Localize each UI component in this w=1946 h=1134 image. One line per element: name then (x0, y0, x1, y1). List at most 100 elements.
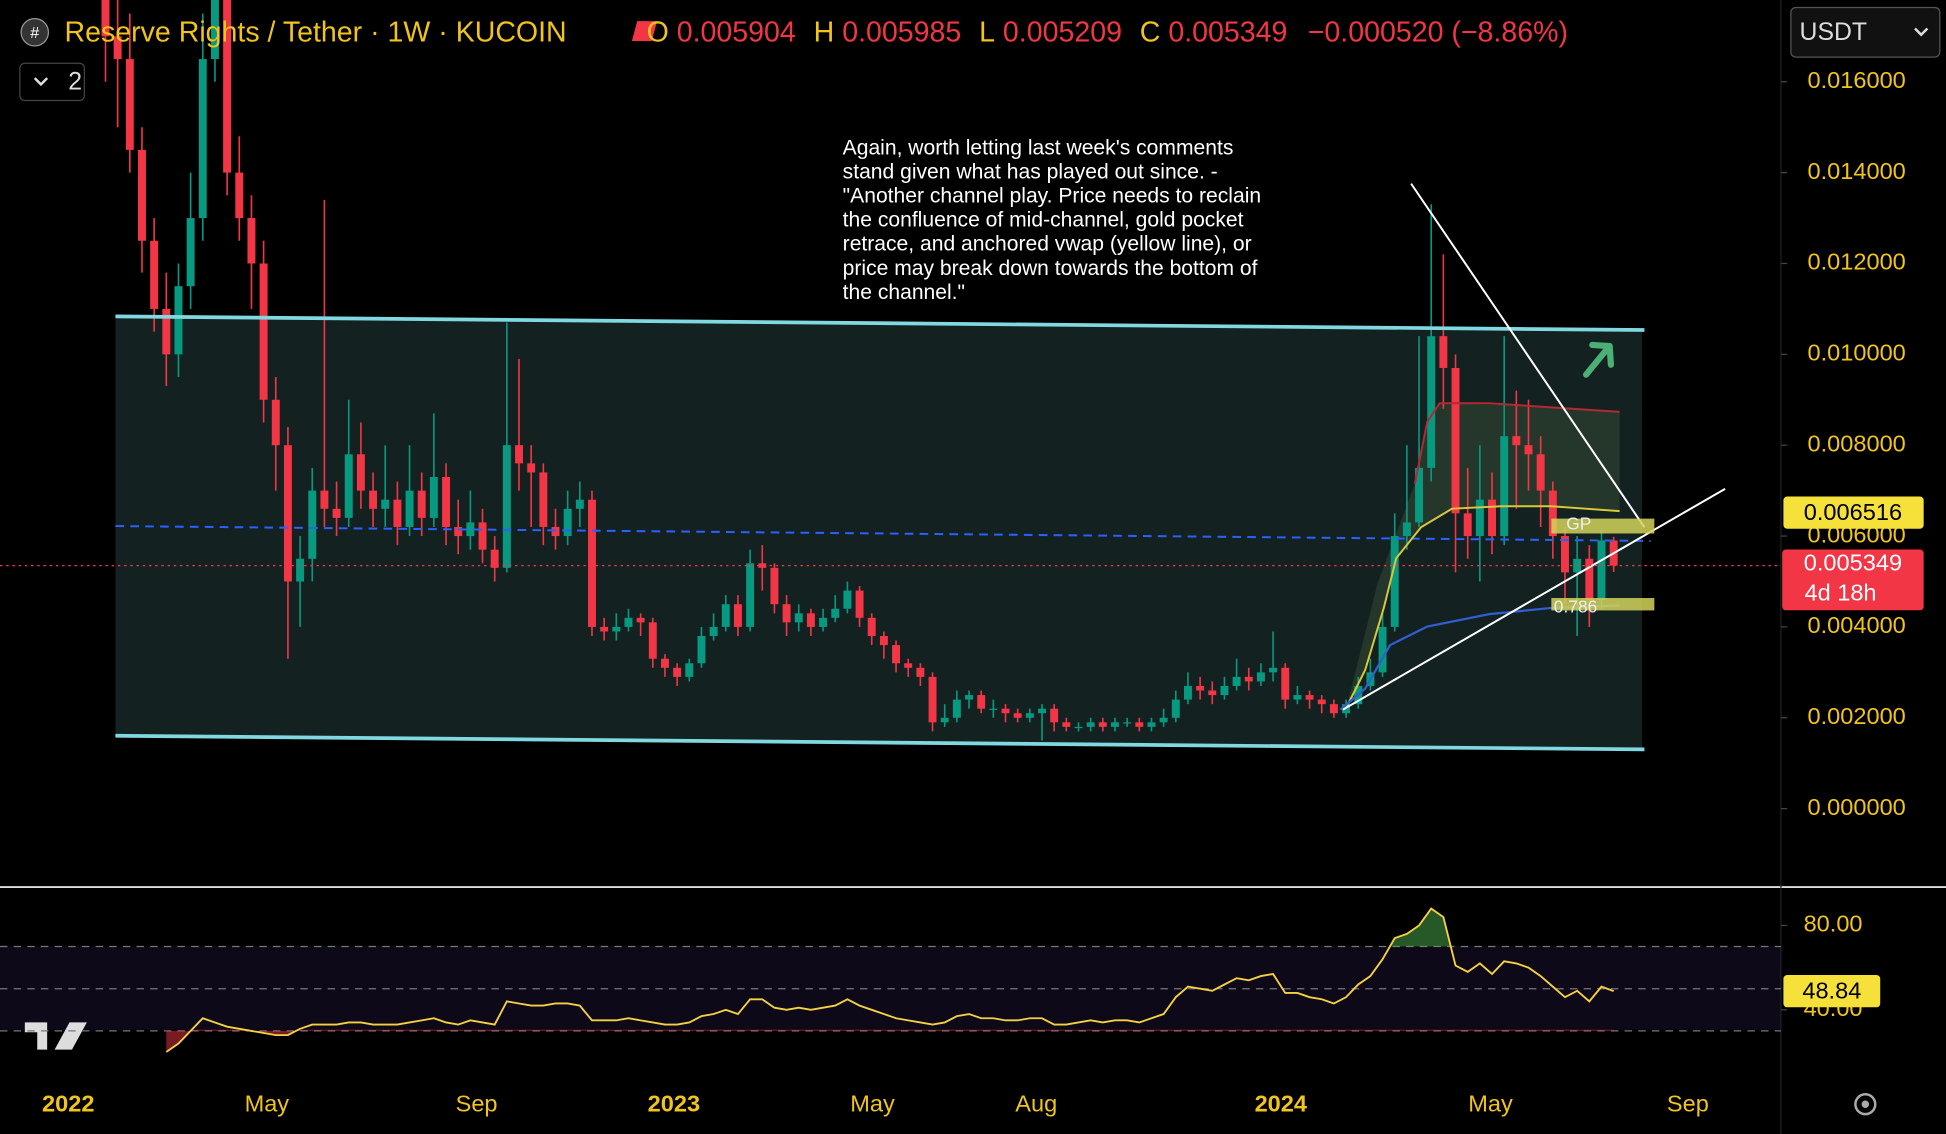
last-price-label: 0.005349 (1804, 550, 1902, 576)
y-tick-label: 0.008000 (1807, 430, 1905, 456)
candle-body (1196, 685, 1205, 691)
y-tick-label: 0.000000 (1807, 794, 1905, 820)
anchored-vwap (1345, 505, 1620, 708)
annotation-line: the channel." (843, 281, 965, 304)
candle-body (1524, 445, 1533, 455)
candle-body (101, 0, 110, 37)
candle-body (965, 695, 973, 700)
arrow-up (1582, 341, 1615, 378)
candle-body (770, 567, 779, 605)
header: Reserve Rights / Tether · 1W · KUCOIN O … (65, 16, 1568, 48)
candle-body (904, 663, 913, 668)
candle-body (174, 286, 183, 355)
candle-body (271, 399, 280, 446)
candle-body (867, 617, 876, 637)
candle-body (1548, 490, 1557, 537)
candle-body (819, 617, 828, 627)
candle-body (1013, 713, 1022, 718)
candle-body (1159, 717, 1168, 723)
candle-body (162, 308, 171, 355)
candle-body (1086, 722, 1095, 727)
candle-body (259, 263, 268, 400)
candle-body (502, 445, 511, 568)
candle-body (369, 490, 378, 509)
candle-body (746, 563, 755, 627)
candle-body (952, 699, 961, 718)
candle-body (527, 463, 536, 473)
rsi-tag (1783, 975, 1881, 1008)
candle-body (1220, 685, 1229, 696)
candle-body (673, 667, 682, 677)
x-tick-label: May (1468, 1091, 1513, 1117)
close-value: 0.005349 (1168, 16, 1287, 48)
tv-logo (24, 1022, 87, 1050)
candle-body (1281, 667, 1290, 700)
candle-body (1038, 708, 1046, 714)
candle-body (1317, 699, 1326, 705)
candle-body (442, 477, 451, 527)
candle-body (1001, 708, 1010, 714)
candle-body (125, 59, 134, 150)
candle-body (356, 454, 365, 491)
currency-select[interactable] (1790, 6, 1941, 58)
close-label: C (1140, 16, 1161, 48)
candle-body (150, 240, 159, 309)
candle-body (733, 604, 742, 627)
candle-body (344, 454, 353, 518)
candle-body (1488, 499, 1496, 537)
x-tick-label: May (245, 1091, 290, 1117)
candle-body (1123, 722, 1132, 724)
candle-body (1050, 708, 1059, 723)
candle-body (989, 708, 998, 710)
candle-body (660, 658, 669, 668)
last-price-tag (1782, 549, 1924, 611)
candle-body (1329, 704, 1338, 714)
vwap-tag (1783, 496, 1924, 529)
channel-top (115, 314, 1645, 332)
rsi-line (165, 907, 1614, 1053)
candle-body (1135, 722, 1144, 727)
collapse-count: 2 (68, 69, 82, 96)
fib-zone (1551, 598, 1655, 611)
gp-zone (1551, 518, 1655, 534)
candle-body (223, 0, 232, 173)
candle-body (417, 490, 426, 518)
candle-body (588, 499, 596, 627)
candle-body (1074, 726, 1083, 729)
y-tick-label: 0.012000 (1807, 249, 1905, 275)
candle-body (563, 508, 572, 537)
candle-body (612, 626, 621, 632)
candle-body (1402, 522, 1411, 537)
candle-body (490, 549, 499, 568)
candle-body (1427, 336, 1436, 468)
x-tick-label: 2024 (1255, 1091, 1307, 1117)
annotation-line: the confluence of mid-channel, gold pock… (843, 209, 1244, 232)
annotation-line: stand given what has played out since. - (843, 161, 1218, 184)
candle-body (113, 36, 122, 60)
candle-body (429, 477, 438, 518)
candle-body (794, 613, 803, 623)
candle-body (806, 613, 815, 627)
symbol-icon[interactable] (20, 17, 50, 47)
candle-body (478, 522, 487, 550)
collapse-button[interactable] (19, 62, 86, 102)
candle-body (575, 499, 584, 509)
candle-body (332, 508, 341, 518)
x-tick-label: 2023 (648, 1091, 700, 1117)
annotation-line: "Another channel play. Price needs to re… (843, 185, 1261, 208)
candle-body (247, 218, 256, 264)
annotation-line: retrace, and anchored vwap (yellow line)… (843, 233, 1252, 256)
candle-body (1269, 667, 1278, 673)
candle-body (721, 604, 730, 627)
candle-body (308, 490, 317, 559)
y-tick-label: 0.014000 (1807, 158, 1905, 184)
settings-icon[interactable] (1854, 1093, 1877, 1116)
low-label: L (979, 16, 995, 48)
candle-body (1415, 467, 1424, 523)
candle-body (1232, 676, 1241, 686)
candle-body (624, 617, 633, 627)
candle-body (685, 663, 694, 677)
x-tick-label: 2022 (42, 1091, 94, 1117)
candle-body (600, 626, 609, 632)
